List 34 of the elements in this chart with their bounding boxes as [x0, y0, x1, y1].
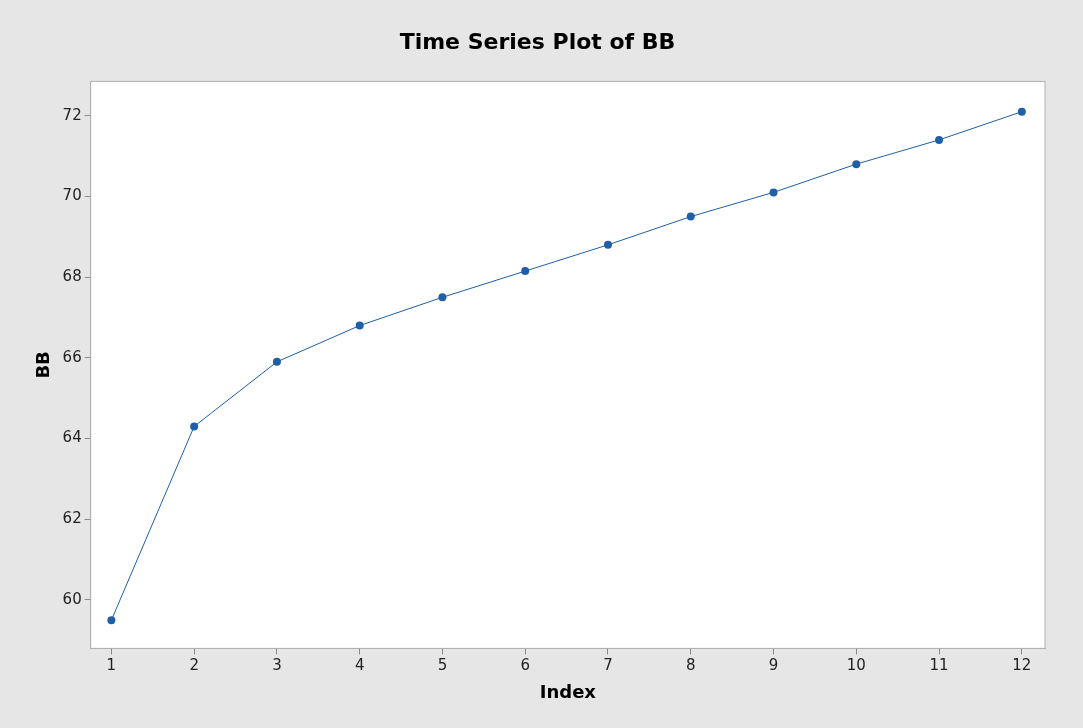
x-tick-label: 5 [437, 656, 448, 675]
point [107, 616, 116, 625]
point [521, 267, 530, 276]
y-tick-label: 68 [62, 267, 82, 286]
x-tick-label: 1 [106, 656, 117, 675]
point [769, 188, 778, 197]
point [272, 357, 281, 366]
point [1017, 107, 1026, 116]
x-tick-label: 2 [189, 656, 199, 675]
x-tick-label: 11 [929, 656, 949, 675]
x-tick-label: 4 [354, 656, 365, 675]
x-tick-label: 7 [603, 656, 613, 675]
y-tick-label: 62 [62, 509, 82, 528]
x-tick-label: 6 [520, 656, 530, 675]
x-tick-label: 8 [685, 656, 696, 675]
x-tick-label: 10 [846, 656, 866, 675]
point [190, 422, 199, 431]
x-tick-label: 12 [1012, 656, 1032, 675]
y-tick-label: 70 [62, 186, 82, 205]
chart-title: Time Series Plot of BB [399, 28, 676, 54]
point [686, 212, 695, 221]
y-tick-label: 66 [62, 347, 82, 366]
y-tick-label: 72 [62, 105, 82, 124]
x-axis-title: Index [539, 680, 597, 702]
y-tick-label: 60 [62, 589, 82, 608]
x-tick-label: 9 [768, 656, 779, 675]
y-tick-label: 64 [62, 428, 82, 447]
point [355, 321, 364, 330]
y-axis-title: BB [32, 351, 54, 379]
point [935, 135, 944, 144]
point [438, 293, 447, 302]
point [852, 160, 861, 169]
x-tick-label: 3 [272, 656, 282, 675]
point [603, 240, 612, 249]
